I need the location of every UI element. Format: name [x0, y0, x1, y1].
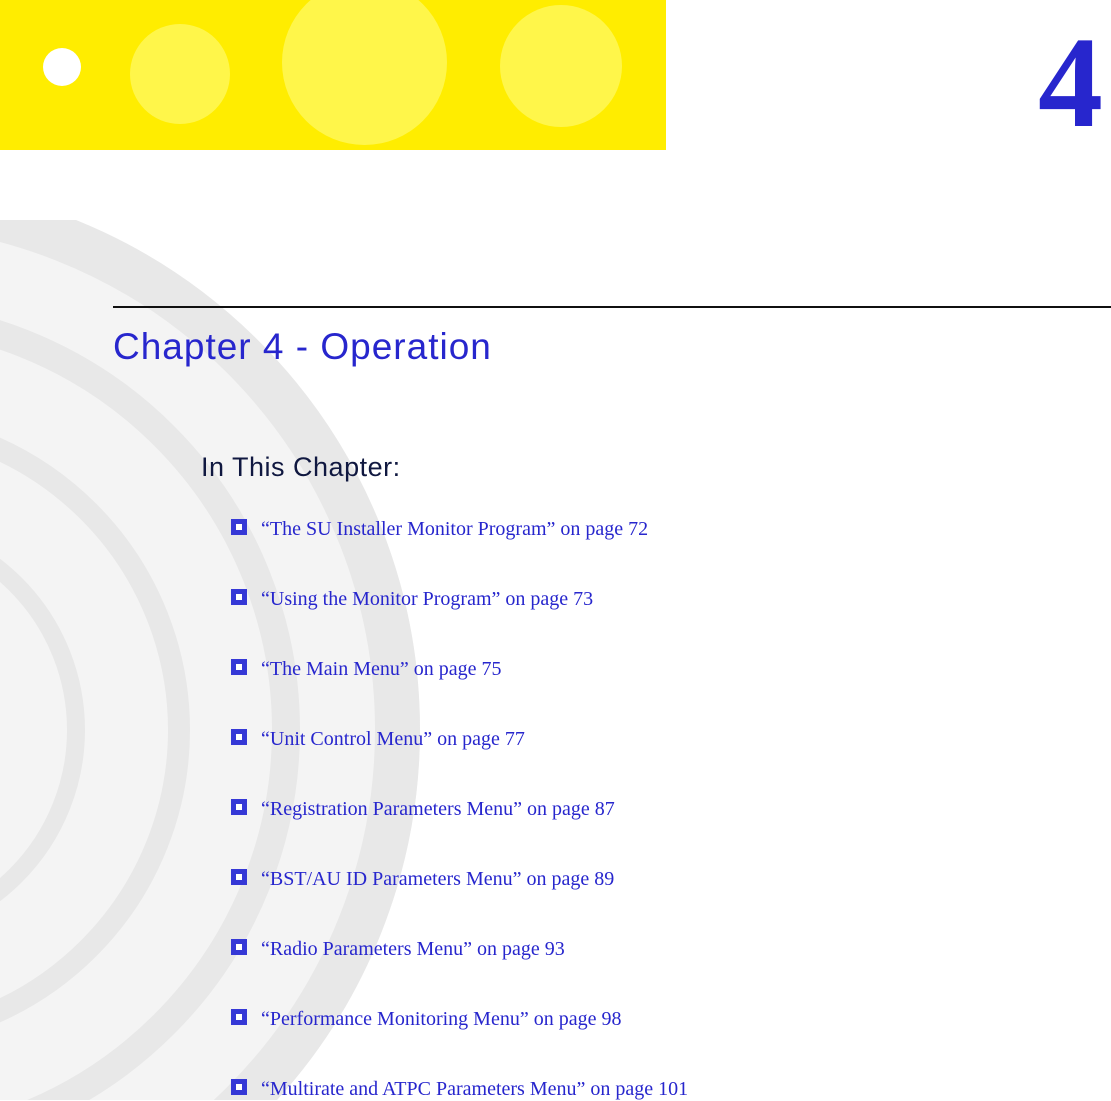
- toc-link[interactable]: “Registration Parameters Menu” on page 8…: [261, 796, 615, 822]
- header-circle-1: [130, 24, 230, 124]
- section-title: In This Chapter:: [201, 452, 401, 483]
- toc-item: “Unit Control Menu” on page 77: [231, 726, 1071, 752]
- header-bar: [0, 0, 666, 150]
- square-bullet-icon: [231, 869, 247, 885]
- horizontal-rule: [113, 306, 1111, 308]
- square-bullet-icon: [231, 729, 247, 745]
- page: 4 Chapter 4 - Operation In This Chapter:…: [0, 0, 1111, 1101]
- header-dot: [43, 48, 81, 86]
- chapter-number: 4: [1038, 18, 1103, 148]
- toc-link[interactable]: “The Main Menu” on page 75: [261, 656, 501, 682]
- toc-item: “Performance Monitoring Menu” on page 98: [231, 1006, 1071, 1032]
- header-circle-3: [500, 5, 622, 127]
- square-bullet-icon: [231, 589, 247, 605]
- toc-link[interactable]: “Using the Monitor Program” on page 73: [261, 586, 593, 612]
- toc-item: “The Main Menu” on page 75: [231, 656, 1071, 682]
- square-bullet-icon: [231, 799, 247, 815]
- toc-link[interactable]: “Radio Parameters Menu” on page 93: [261, 936, 565, 962]
- toc-item: “Multirate and ATPC Parameters Menu” on …: [231, 1076, 1071, 1101]
- header-circle-2: [282, 0, 447, 145]
- square-bullet-icon: [231, 659, 247, 675]
- square-bullet-icon: [231, 1009, 247, 1025]
- ring-2: [0, 410, 190, 1050]
- square-bullet-icon: [231, 1079, 247, 1095]
- toc-item: “BST/AU ID Parameters Menu” on page 89: [231, 866, 1071, 892]
- toc-link[interactable]: “The SU Installer Monitor Program” on pa…: [261, 516, 648, 542]
- toc-item: “Radio Parameters Menu” on page 93: [231, 936, 1071, 962]
- toc-item: “Using the Monitor Program” on page 73: [231, 586, 1071, 612]
- toc-link[interactable]: “Multirate and ATPC Parameters Menu” on …: [261, 1076, 688, 1101]
- chapter-title: Chapter 4 - Operation: [113, 326, 492, 368]
- toc-item: “The SU Installer Monitor Program” on pa…: [231, 516, 1071, 542]
- toc-item: “Registration Parameters Menu” on page 8…: [231, 796, 1071, 822]
- toc-list: “The SU Installer Monitor Program” on pa…: [231, 516, 1071, 1101]
- toc-link[interactable]: “BST/AU ID Parameters Menu” on page 89: [261, 866, 614, 892]
- ring-3: [0, 515, 85, 945]
- square-bullet-icon: [231, 939, 247, 955]
- toc-link[interactable]: “Unit Control Menu” on page 77: [261, 726, 525, 752]
- toc-link[interactable]: “Performance Monitoring Menu” on page 98: [261, 1006, 621, 1032]
- square-bullet-icon: [231, 519, 247, 535]
